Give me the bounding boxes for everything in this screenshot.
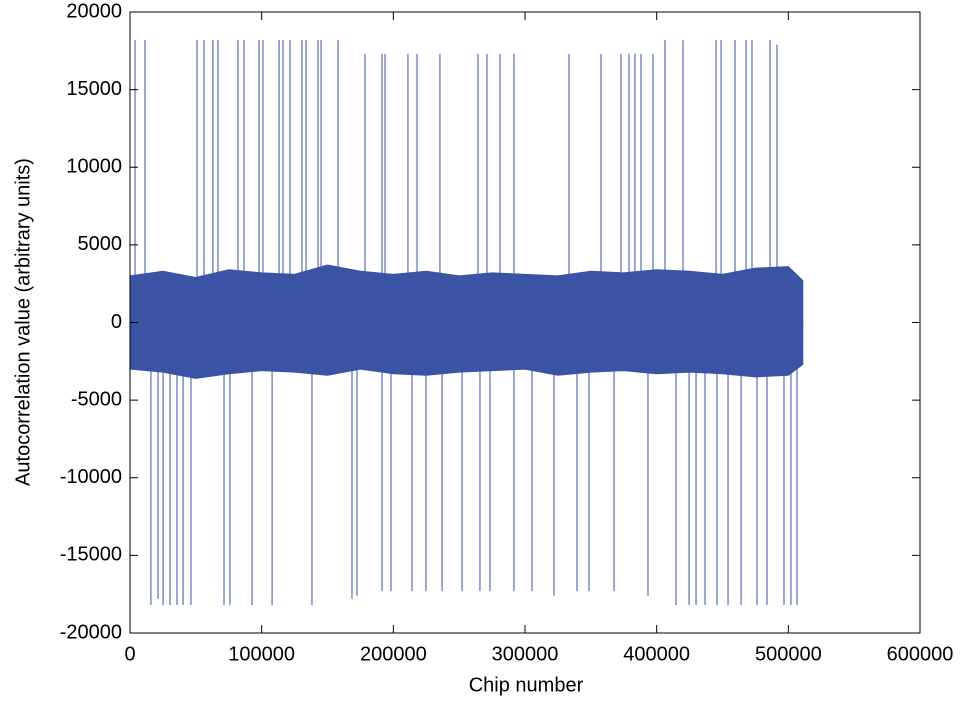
y-tick-label: -5000	[71, 388, 122, 410]
y-tick-label: 0	[111, 311, 122, 333]
x-tick-label: 200000	[360, 643, 427, 665]
x-tick-label: 500000	[755, 643, 822, 665]
y-tick-label: -20000	[60, 621, 122, 643]
x-tick-label: 100000	[228, 643, 295, 665]
y-tick-label: 10000	[66, 156, 122, 178]
y-tick-label: 20000	[66, 0, 122, 22]
y-axis-label: Autocorrelation value (arbitrary units)	[12, 158, 34, 486]
x-tick-label: 400000	[623, 643, 690, 665]
x-tick-label: 600000	[887, 643, 954, 665]
y-tick-label: -10000	[60, 466, 122, 488]
y-tick-label: -15000	[60, 544, 122, 566]
noise-area	[129, 322, 804, 379]
x-tick-label: 0	[124, 643, 135, 665]
y-tick-label: 15000	[66, 78, 122, 100]
x-axis-label: Chip number	[469, 674, 584, 696]
x-tick-label: 300000	[492, 643, 559, 665]
noise-area	[129, 264, 804, 323]
y-tick-label: 5000	[78, 233, 123, 255]
